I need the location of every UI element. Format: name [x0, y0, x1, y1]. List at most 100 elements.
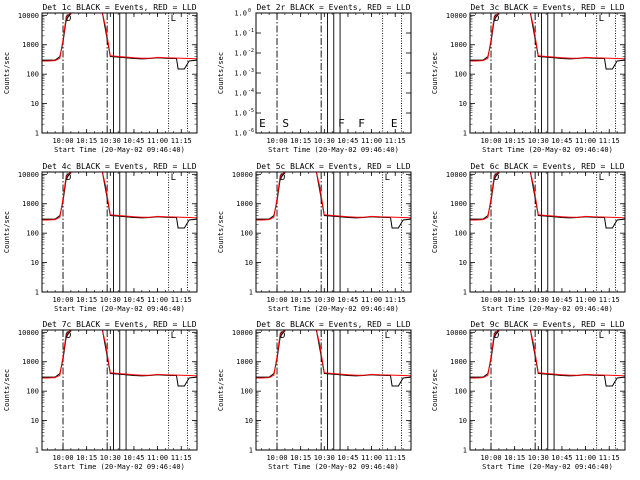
y-tick-exponent: -4: [248, 88, 254, 94]
plot-frame: [41, 171, 198, 293]
chart-panel-5: Det 5c BLACK = Events, RED = LLD Counts/s…: [217, 162, 412, 313]
series-line-lld: [470, 12, 626, 62]
series-line-lld: [42, 171, 198, 221]
x-tick-label: 11:00: [575, 454, 596, 462]
y-tick-label: 10000: [446, 12, 467, 20]
y-tick-label: 10: [245, 259, 253, 267]
y-tick-label: 100: [240, 230, 253, 238]
x-tick-label: 10:45: [123, 137, 144, 145]
x-axis-label: Start Time (20-May-02 09:46:40): [268, 146, 399, 154]
y-tick-exponent: -5: [248, 108, 254, 114]
plot-frame: [255, 329, 412, 451]
y-tick-label: 10: [245, 417, 253, 425]
x-tick-label: 10:30: [314, 296, 335, 304]
y-tick-label: 100: [240, 388, 253, 396]
plot-frame: [469, 12, 626, 134]
series-line-lld: [256, 329, 412, 379]
panel-title: Det 6c BLACK = Events, RED = LLD: [470, 162, 624, 171]
x-tick-label: 11:00: [147, 454, 168, 462]
x-tick-label: 11:15: [599, 137, 620, 145]
x-tick-label: 10:00: [480, 137, 501, 145]
y-axis-label: Counts/sec: [431, 211, 439, 253]
x-tick-label: 10:00: [52, 454, 73, 462]
y-axis-label: Counts/sec: [3, 369, 11, 411]
y-tick-label: 1: [463, 289, 467, 297]
x-tick-label: 10:30: [100, 454, 121, 462]
x-tick-label: 10:00: [266, 454, 287, 462]
x-tick-label: 10:30: [100, 137, 121, 145]
x-tick-label: 10:15: [504, 296, 525, 304]
plot-frame: [41, 329, 198, 451]
y-axis-label: Counts/sec: [431, 52, 439, 94]
y-tick-label: 1.0: [234, 30, 247, 38]
x-tick-label: 10:15: [290, 454, 311, 462]
series-line-lld: [42, 329, 198, 379]
x-axis-label: Start Time (20-May-02 09:46:40): [54, 305, 185, 313]
event-letter: L: [385, 331, 390, 341]
y-tick-label: 10000: [18, 12, 39, 20]
event-letter: S: [282, 117, 289, 130]
x-tick-label: 10:00: [480, 296, 501, 304]
x-tick-label: 10:45: [123, 296, 144, 304]
y-tick-label: 10: [459, 417, 467, 425]
chart-panel-2: Det 2r BLACK = Events, RED = LLD Counts/s…: [217, 3, 412, 154]
x-tick-label: 11:00: [147, 137, 168, 145]
chart-panel-6: Det 6c BLACK = Events, RED = LLD Counts/s…: [431, 162, 626, 313]
x-tick-label: 11:15: [385, 454, 406, 462]
x-tick-label: 10:15: [290, 296, 311, 304]
x-tick-label: 10:45: [123, 454, 144, 462]
y-tick-label: 10: [31, 259, 39, 267]
y-axis-label: Counts/sec: [3, 211, 11, 253]
y-tick-label: 1.0: [234, 110, 247, 118]
event-letter: F: [338, 117, 345, 130]
event-letter: L: [385, 173, 390, 183]
y-tick-label: 1000: [22, 200, 39, 208]
y-tick-label: 10000: [18, 329, 39, 337]
y-tick-label: 10000: [446, 329, 467, 337]
y-tick-label: 1000: [236, 358, 253, 366]
panel-title: Det 9c BLACK = Events, RED = LLD: [470, 320, 624, 329]
event-letter: D: [494, 331, 499, 341]
y-tick-label: 1000: [450, 200, 467, 208]
x-tick-label: 10:30: [528, 296, 549, 304]
event-letter: L: [599, 173, 604, 183]
x-tick-label: 10:15: [290, 137, 311, 145]
chart-panel-7: Det 7c BLACK = Events, RED = LLD Counts/s…: [3, 320, 198, 471]
event-letter: L: [171, 331, 176, 341]
x-tick-label: 10:30: [528, 454, 549, 462]
x-tick-label: 10:30: [314, 454, 335, 462]
y-tick-label: 10000: [232, 171, 253, 179]
y-tick-exponent: -2: [248, 48, 254, 54]
chart-panel-1: Det 1c BLACK = Events, RED = LLD Counts/s…: [3, 3, 198, 154]
panel-title: Det 1c BLACK = Events, RED = LLD: [42, 3, 196, 12]
x-axis-label: Start Time (20-May-02 09:46:40): [54, 146, 185, 154]
x-tick-label: 10:00: [52, 296, 73, 304]
x-tick-label: 10:45: [551, 454, 572, 462]
x-tick-label: 10:00: [266, 296, 287, 304]
y-tick-label: 10000: [232, 329, 253, 337]
x-tick-label: 10:45: [551, 137, 572, 145]
y-tick-label: 1.0: [234, 10, 247, 18]
y-tick-label: 10: [459, 100, 467, 108]
y-tick-label: 1: [463, 447, 467, 455]
chart-panel-4: Det 4c BLACK = Events, RED = LLD Counts/s…: [3, 162, 198, 313]
event-letter: D: [66, 173, 71, 183]
x-tick-label: 11:15: [171, 137, 192, 145]
x-tick-label: 11:15: [171, 454, 192, 462]
x-tick-label: 11:15: [171, 296, 192, 304]
x-tick-label: 11:15: [385, 137, 406, 145]
x-axis-label: Start Time (20-May-02 09:46:40): [482, 146, 613, 154]
plot-frame: [255, 171, 412, 293]
y-tick-label: 1: [35, 447, 39, 455]
y-axis-label: Counts/sec: [3, 52, 11, 94]
y-tick-label: 1: [35, 130, 39, 138]
y-tick-label: 100: [454, 230, 467, 238]
x-tick-label: 10:15: [504, 137, 525, 145]
panel-title: Det 8c BLACK = Events, RED = LLD: [256, 320, 410, 329]
panel-title: Det 2r BLACK = Events, RED = LLD: [256, 3, 410, 12]
event-letter: L: [171, 14, 176, 24]
event-letter: L: [599, 331, 604, 341]
y-tick-label: 100: [454, 388, 467, 396]
panel-title: Det 3c BLACK = Events, RED = LLD: [470, 3, 624, 12]
